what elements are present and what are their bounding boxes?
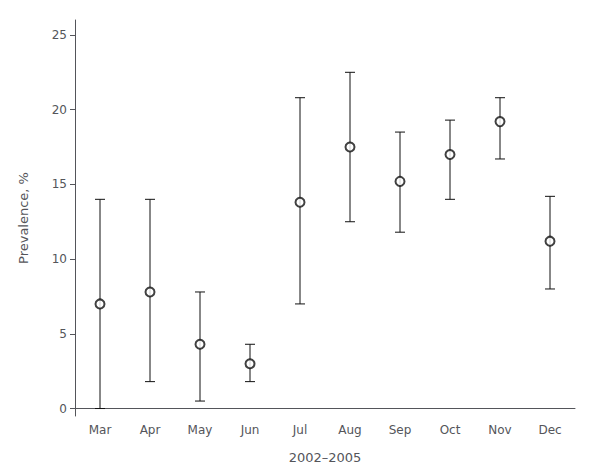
svg-text:Oct: Oct [440,423,461,437]
svg-text:Prevalence, %: Prevalence, % [16,172,31,264]
svg-text:Aug: Aug [338,423,361,437]
svg-text:Dec: Dec [538,423,561,437]
svg-text:Jun: Jun [240,423,260,437]
svg-text:25: 25 [52,28,67,42]
svg-text:0: 0 [59,402,67,416]
svg-text:Sep: Sep [389,423,412,437]
svg-text:Jul: Jul [292,423,307,437]
svg-text:Nov: Nov [488,423,511,437]
svg-text:5: 5 [59,327,67,341]
svg-text:15: 15 [52,177,67,191]
svg-text:10: 10 [52,252,67,266]
svg-text:Mar: Mar [89,423,112,437]
svg-text:May: May [188,423,213,437]
svg-text:Apr: Apr [140,423,161,437]
svg-text:20: 20 [52,103,67,117]
svg-text:2002–2005: 2002–2005 [289,450,362,465]
